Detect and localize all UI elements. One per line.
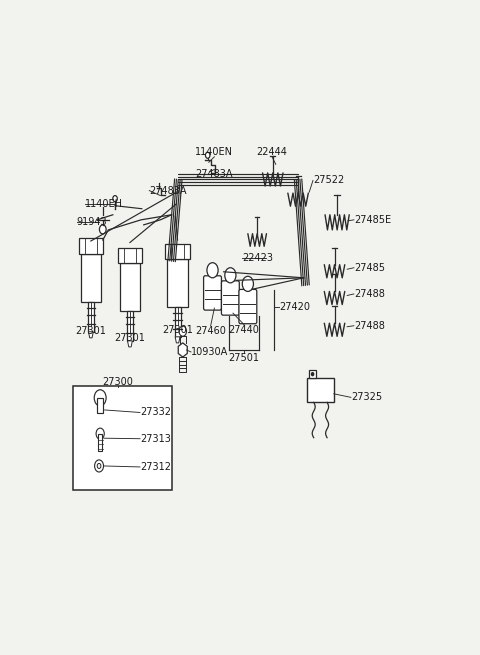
FancyBboxPatch shape [239,290,257,324]
FancyBboxPatch shape [307,378,334,402]
Text: 22444: 22444 [257,147,288,157]
Text: 27301: 27301 [75,326,106,336]
Text: 27488: 27488 [354,321,385,331]
FancyBboxPatch shape [309,370,316,378]
Text: 1140EH: 1140EH [85,198,123,209]
Text: 27483A: 27483A [149,185,187,196]
FancyBboxPatch shape [79,238,103,253]
FancyBboxPatch shape [81,253,101,301]
FancyBboxPatch shape [120,263,140,310]
Circle shape [94,390,106,406]
Text: 27440: 27440 [228,325,260,335]
Circle shape [95,460,104,472]
Text: 27301: 27301 [162,325,193,335]
FancyBboxPatch shape [165,244,190,259]
Circle shape [205,152,210,159]
Text: 27485E: 27485E [354,215,391,225]
Text: 27313: 27313 [140,434,171,443]
Text: 27501: 27501 [228,354,260,364]
FancyBboxPatch shape [98,434,102,451]
Text: 27522: 27522 [313,176,344,185]
FancyBboxPatch shape [221,281,240,315]
FancyBboxPatch shape [118,248,142,263]
Text: 10930A: 10930A [191,347,228,357]
FancyBboxPatch shape [88,301,94,332]
Polygon shape [175,337,180,343]
FancyBboxPatch shape [168,259,188,307]
Text: 27483A: 27483A [196,170,233,179]
Polygon shape [178,343,187,357]
Text: 1140EN: 1140EN [195,147,233,157]
Text: 27312: 27312 [140,462,171,472]
Text: 91943: 91943 [77,217,108,227]
Polygon shape [128,341,132,347]
FancyBboxPatch shape [97,398,103,413]
Circle shape [207,263,218,278]
Circle shape [225,268,236,283]
FancyBboxPatch shape [175,307,180,337]
FancyBboxPatch shape [204,276,221,310]
Circle shape [96,428,104,440]
Text: 27420: 27420 [279,301,311,312]
Text: 22423: 22423 [242,253,273,263]
Circle shape [99,225,106,234]
Text: 27300: 27300 [102,377,133,387]
Text: 27488: 27488 [354,289,385,299]
Text: 27301: 27301 [115,333,145,343]
Circle shape [312,373,314,376]
Text: 27332: 27332 [140,407,171,417]
Text: 27325: 27325 [351,392,382,402]
Circle shape [113,196,117,202]
FancyBboxPatch shape [127,310,133,341]
Text: 27460: 27460 [195,326,226,336]
Polygon shape [88,332,93,338]
Circle shape [179,326,186,336]
Text: 27485: 27485 [354,263,385,272]
FancyBboxPatch shape [73,386,172,490]
Circle shape [242,276,253,291]
Circle shape [97,464,101,468]
